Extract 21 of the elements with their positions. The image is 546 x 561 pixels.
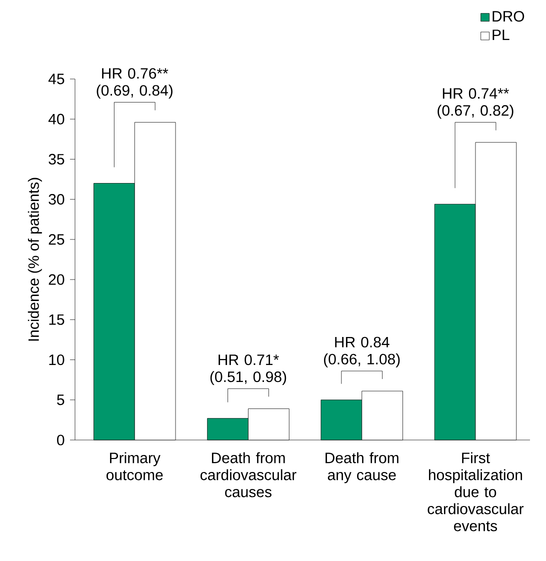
y-axis-title: Incidence (% of patients) [28,178,42,341]
legend-label: PL [492,30,510,40]
x-tick-label: Death from cardiovascular causes [200,452,296,498]
annotation: HR 0.84 (0.66, 1.08) [324,336,400,368]
annotation: HR 0.74** (0.67, 0.82) [438,88,514,119]
y-tick-label: 40 [48,114,64,124]
annotation: HR 0.76** (0.69, 0.84) [96,68,172,99]
y-tick-label: 45 [48,74,64,84]
annotation: HR 0.71* (0.51, 0.98) [210,354,286,386]
y-tick-label: 30 [48,194,64,205]
y-tick-label: 25 [48,234,64,245]
y-tick-label: 0 [57,434,64,446]
y-tick-label: 10 [49,354,64,366]
x-tick-label: First hospitalization due to cardiovascular events [428,452,524,532]
y-tick-label: 5 [57,394,64,406]
x-tick-label: Death from any cause [326,452,398,484]
y-tick-label: 15 [49,314,64,325]
y-tick-label: 20 [48,274,64,285]
legend-label: DRO [492,10,524,22]
x-tick-label: Primary outcome [106,452,163,480]
y-tick-label: 35 [48,154,64,165]
